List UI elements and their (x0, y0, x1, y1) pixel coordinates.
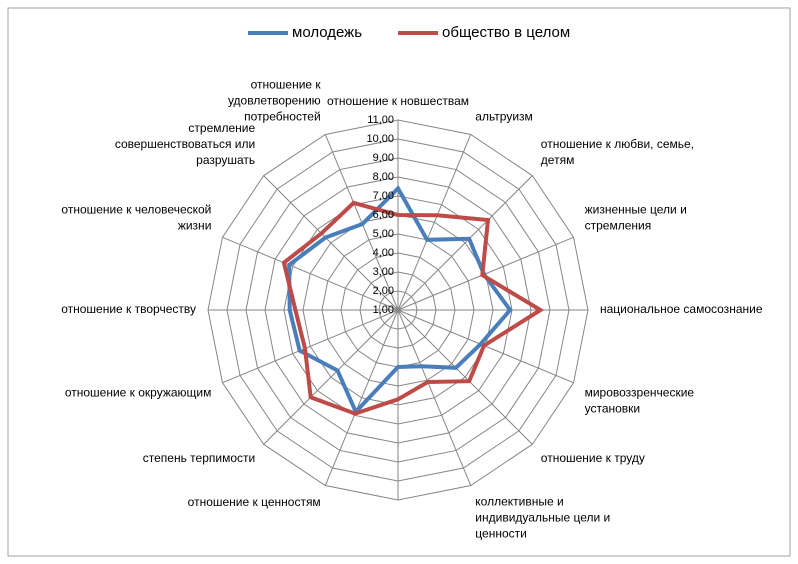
category-label: жизненные цели и стремления (585, 203, 687, 233)
y-tick-label: 9,00 (373, 152, 394, 164)
y-tick-label: 11,00 (367, 114, 394, 126)
axis-spoke (397, 309, 472, 486)
y-tick-label: 7,00 (373, 190, 394, 202)
axis-spoke (222, 309, 399, 384)
category-label: отношение к удовлетворению потребностей (228, 78, 321, 124)
category-label: отношение к человеческой жизни (61, 203, 211, 233)
category-label: отношение к творчеству (61, 302, 196, 316)
category-label: мировоззренческие установки (585, 385, 695, 415)
axis-spoke (397, 134, 472, 311)
y-tick-label: 10,00 (366, 133, 394, 145)
axis-spoke (222, 236, 399, 311)
y-tick-label: 3,00 (373, 266, 394, 278)
axis-spoke (397, 309, 533, 445)
category-label: стремление совершенствоваться или разрушат… (115, 121, 256, 167)
category-label: степень терпимости (143, 451, 255, 465)
category-label: отношение к новшествам (327, 94, 469, 108)
axis-spoke (324, 309, 399, 486)
y-tick-label: 1,00 (373, 304, 394, 316)
y-tick-label: 8,00 (373, 171, 394, 183)
category-label: отношение к любви, семье, детям (541, 137, 694, 167)
y-tick-label: 2,00 (373, 285, 394, 297)
legend-label: общество в целом (442, 24, 570, 41)
category-label: отношение к окружающим (65, 385, 212, 399)
category-label: национальное самосознание (600, 302, 763, 316)
axis-spoke (263, 309, 399, 445)
category-label: отношение к труду (541, 451, 645, 465)
category-label: альтруизм (475, 110, 532, 124)
y-tick-label: 5,00 (373, 228, 394, 240)
category-label: коллективные и индивидуальные цели и ценно… (475, 495, 610, 541)
y-tick-label: 6,00 (373, 209, 394, 221)
axis-spoke (263, 175, 399, 311)
series-line (287, 185, 513, 416)
category-label: отношение к ценностям (188, 495, 321, 509)
axis-spoke (397, 175, 533, 311)
series-line (281, 200, 545, 416)
chart-frame (7, 7, 791, 557)
y-tick-label: 4,00 (373, 247, 394, 259)
legend-label: молодежь (292, 24, 362, 41)
